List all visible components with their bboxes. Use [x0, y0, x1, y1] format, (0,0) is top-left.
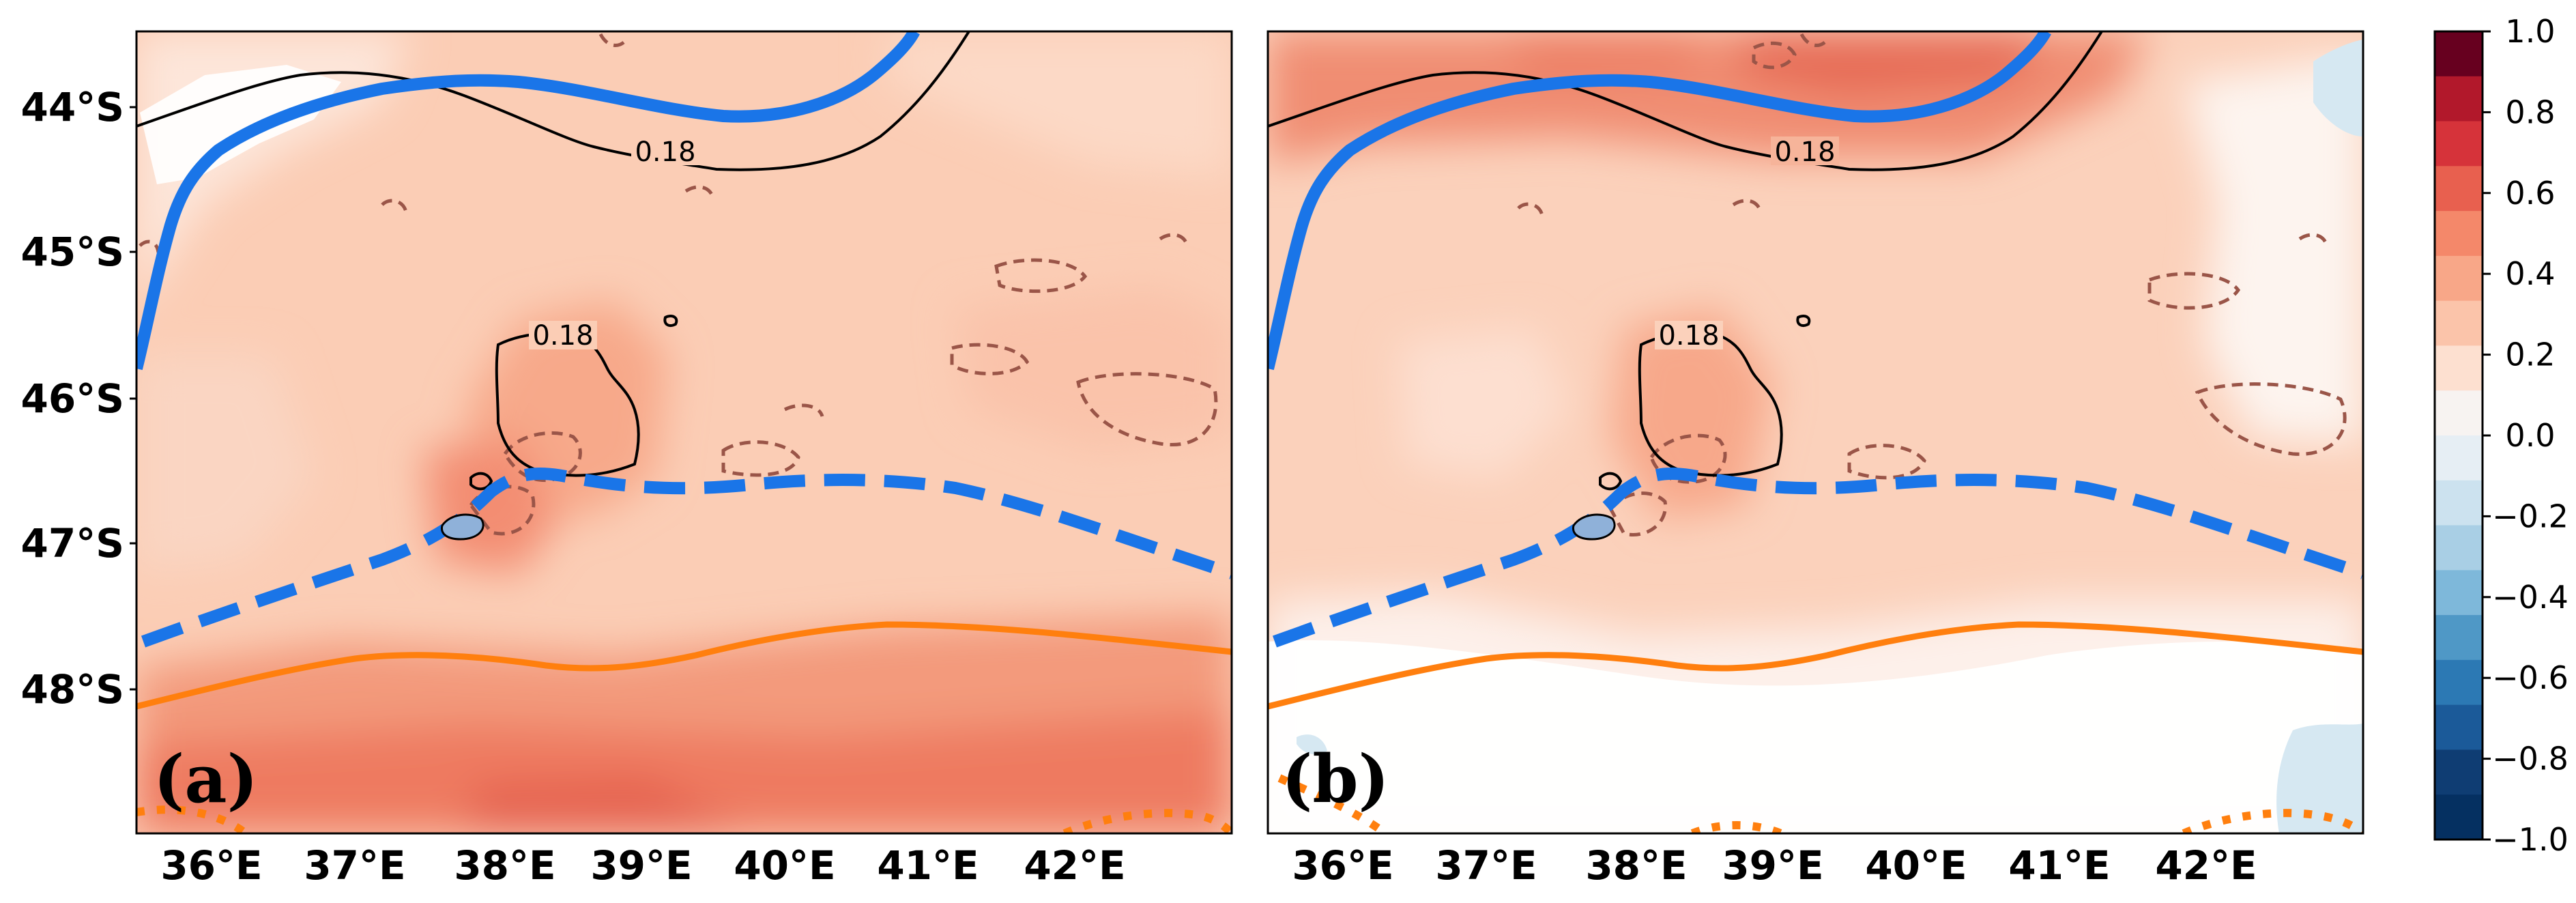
colorbar-segment — [2435, 166, 2483, 212]
lat-tick-label: 47°S — [21, 520, 125, 567]
front-blue-dashed — [1272, 468, 2363, 648]
panel-a: 0.18 0.18 (a) — [135, 30, 1233, 835]
colorbar-segment — [2435, 300, 2483, 346]
lon-tick-label: 40°E — [1865, 842, 1967, 889]
colorbar-segment — [2435, 480, 2483, 526]
lon-axis-a: 36°E 37°E 38°E 39°E 40°E 41°E 42°E — [160, 842, 1125, 889]
lon-tick-label: 42°E — [1024, 842, 1125, 889]
colorbar-tick-label: 0.4 — [2505, 255, 2555, 292]
lon-tick-label: 41°E — [877, 842, 979, 889]
lon-tick-label: 42°E — [2155, 842, 2257, 889]
colorbar-segment — [2435, 211, 2483, 257]
colorbar-tick-label: 1.0 — [2505, 13, 2555, 50]
lon-tick-label: 37°E — [304, 842, 405, 889]
colorbar-segment — [2435, 615, 2483, 661]
lon-tick-label: 38°E — [454, 842, 555, 889]
colorbar-tick-label: −0.4 — [2492, 579, 2568, 616]
colorbar-tick-label: 0.0 — [2505, 417, 2555, 454]
lat-tick-label: 46°S — [21, 375, 125, 422]
colorbar-segment — [2435, 345, 2483, 391]
contour-label: 0.18 — [1658, 320, 1719, 352]
panel-label: (a) — [154, 741, 258, 818]
lat-tick-label: 48°S — [21, 666, 125, 713]
island — [1572, 513, 1616, 541]
colorbar-segment — [2435, 570, 2483, 616]
contour-label: 0.18 — [1774, 137, 1835, 168]
colorbar-tick-label: −0.2 — [2492, 498, 2568, 534]
colorbar-segment — [2435, 749, 2483, 795]
front-blue-solid — [136, 31, 920, 371]
colorbar-segment — [2435, 255, 2483, 302]
lon-axis-b: 36°E 37°E 38°E 39°E 40°E 41°E 42°E — [1292, 842, 2257, 889]
colorbar-segment — [2435, 525, 2483, 571]
contour-label: 0.18 — [532, 320, 593, 352]
panel-b: 0.18 0.18 (b) — [1267, 30, 2364, 835]
lon-tick-label: 41°E — [2008, 842, 2110, 889]
panel-a-frame — [135, 30, 1233, 835]
panel-b-field: 0.18 0.18 — [1268, 31, 2363, 833]
lat-tick-label: 44°S — [21, 84, 125, 130]
colorbar-tick-label: −0.6 — [2492, 659, 2568, 696]
colorbar-segment — [2435, 76, 2483, 122]
panel-label: (b) — [1282, 741, 1389, 818]
colorbar-segment — [2435, 390, 2483, 436]
colorbar-segment — [2435, 659, 2483, 706]
colorbar-tick-label: 0.8 — [2505, 94, 2555, 130]
lon-tick-label: 36°E — [1292, 842, 1393, 889]
colorbar-segment — [2435, 435, 2483, 481]
panel-a-field: 0.18 0.18 — [136, 31, 1232, 833]
colorbar-tick-label: 0.6 — [2505, 175, 2555, 212]
panel-b-frame — [1267, 30, 2364, 835]
lon-tick-label: 39°E — [1722, 842, 1823, 889]
colorbar-segment — [2435, 121, 2483, 167]
lon-tick-label: 36°E — [160, 842, 262, 889]
colorbar-segment — [2435, 704, 2483, 750]
contour-label: 0.18 — [635, 137, 695, 168]
colorbar-tick-label: −1.0 — [2492, 821, 2568, 858]
lon-tick-label: 40°E — [734, 842, 835, 889]
lat-axis: 44°S 45°S 46°S 47°S 48°S — [21, 84, 136, 713]
colorbar-tick-label: −0.8 — [2492, 741, 2568, 777]
front-orange-solid — [1268, 621, 2363, 710]
lat-tick-label: 45°S — [21, 229, 125, 275]
island — [440, 513, 484, 541]
front-blue-solid — [1268, 31, 2051, 371]
colorbar-segment — [2435, 794, 2483, 840]
colorbar: 1.0 0.8 0.6 0.4 0.2 0.0 −0.2 −0.4 −0.6 −0.8 −1.0 — [2433, 13, 2568, 858]
lon-tick-label: 39°E — [590, 842, 692, 889]
front-orange-solid — [136, 621, 1232, 710]
lon-tick-label: 38°E — [1585, 842, 1687, 889]
lon-tick-label: 37°E — [1435, 842, 1537, 889]
colorbar-tick-label: 0.2 — [2505, 336, 2555, 373]
colorbar-segment — [2435, 31, 2483, 77]
front-blue-dashed — [141, 468, 1232, 648]
